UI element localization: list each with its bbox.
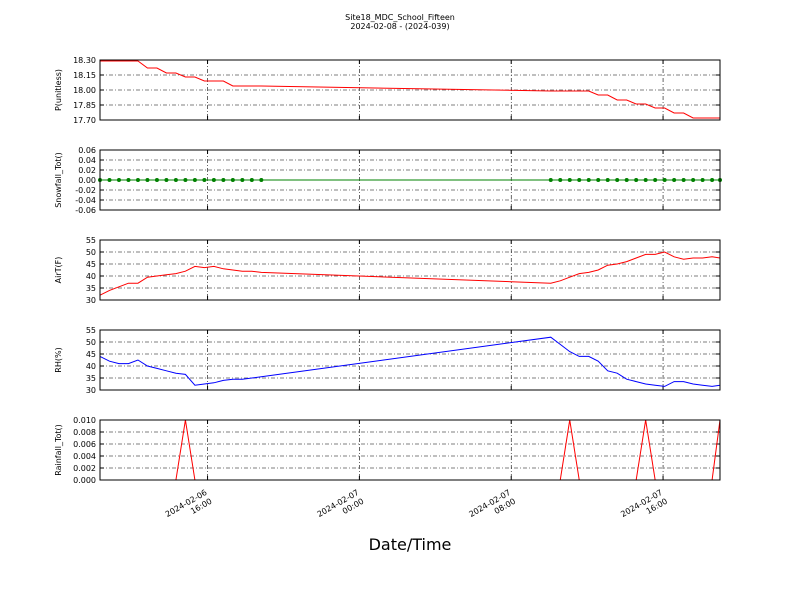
y-tick-label: -0.04 (75, 196, 96, 205)
y-tick-label: 30 (86, 386, 96, 395)
y-tick-label: 35 (86, 284, 96, 293)
y-tick-label: 0.00 (78, 176, 96, 185)
plot-frame (99, 329, 721, 391)
data-point (249, 178, 254, 182)
y-tick-label: 40 (86, 362, 96, 371)
data-point (164, 178, 169, 182)
data-point (183, 178, 188, 182)
y-tick-label: 18.00 (73, 86, 96, 95)
data-point (116, 178, 121, 182)
y-tick-label: 50 (86, 338, 96, 347)
y-tick-label: 35 (86, 374, 96, 383)
data-point (202, 178, 207, 182)
data-point (615, 178, 620, 182)
data-point (605, 178, 610, 182)
data-point (653, 178, 658, 182)
y-tick-label: 0.06 (78, 146, 96, 155)
plot-frame (99, 239, 721, 301)
data-point (211, 178, 216, 182)
data-point (548, 178, 553, 182)
data-point (662, 178, 667, 182)
y-tick-label: 0.010 (73, 416, 96, 425)
y-tick-label: 0.000 (73, 476, 96, 485)
chart-subtitle: 2024-02-08 - (2024-039) (350, 22, 449, 31)
y-axis-label: P(unitless) (54, 69, 63, 111)
data-point (240, 178, 245, 182)
plot-frame (99, 149, 721, 211)
data-point (577, 178, 582, 182)
data-point (154, 178, 159, 182)
data-point (126, 178, 131, 182)
data-point (624, 178, 629, 182)
data-point (145, 178, 150, 182)
y-tick-label: 0.004 (73, 452, 96, 461)
data-point (681, 178, 686, 182)
data-point (634, 178, 639, 182)
data-point (173, 178, 178, 182)
data-point (107, 178, 112, 182)
data-point (643, 178, 648, 182)
y-tick-label: 0.04 (78, 156, 96, 165)
data-point (567, 178, 572, 182)
y-tick-label: 0.002 (73, 464, 96, 473)
data-point (259, 178, 264, 182)
y-tick-label: 55 (86, 236, 96, 245)
y-axis-label: AirT(F) (54, 257, 63, 284)
data-point (596, 178, 601, 182)
data-point (672, 178, 677, 182)
y-tick-label: 45 (86, 350, 96, 359)
plot-frame (99, 59, 721, 121)
y-tick-label: 0.008 (73, 428, 96, 437)
y-tick-label: 30 (86, 296, 96, 305)
y-tick-label: -0.06 (75, 206, 96, 215)
data-point (586, 178, 591, 182)
data-point (710, 178, 715, 182)
data-point (192, 178, 197, 182)
y-tick-label: 18.15 (73, 71, 96, 80)
y-tick-label: 45 (86, 260, 96, 269)
data-point (221, 178, 226, 182)
data-point (230, 178, 235, 182)
data-point (700, 178, 705, 182)
data-point (558, 178, 563, 182)
y-tick-label: 17.70 (73, 116, 96, 125)
y-tick-label: 0.006 (73, 440, 96, 449)
data-line (99, 251, 721, 296)
y-tick-label: -0.02 (75, 186, 96, 195)
plot-frame (99, 419, 721, 481)
x-axis-label: Date/Time (369, 535, 452, 554)
data-line (100, 60, 720, 119)
chart-title: Site18_MDC_School_Fifteen (345, 13, 455, 22)
y-tick-label: 55 (86, 326, 96, 335)
data-line (99, 336, 721, 387)
y-axis-label: Snowfall_Tot() (54, 152, 63, 208)
data-point (691, 178, 696, 182)
y-tick-label: 40 (86, 272, 96, 281)
y-axis-label: Rainfall_Tot() (54, 424, 63, 476)
y-axis-label: RH(%) (54, 347, 63, 372)
data-point (135, 178, 140, 182)
y-tick-label: 0.02 (78, 166, 96, 175)
y-tick-label: 17.85 (73, 101, 96, 110)
y-tick-label: 50 (86, 248, 96, 257)
y-tick-label: 18.30 (73, 56, 96, 65)
